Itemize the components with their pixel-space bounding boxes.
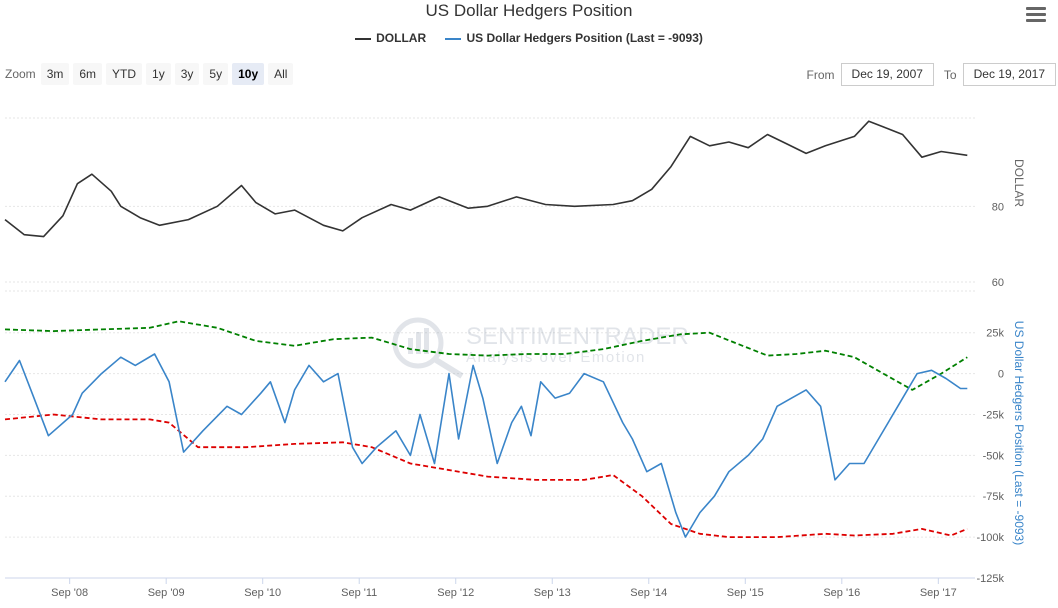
top-y-tick-label: 80 — [992, 201, 1004, 213]
x-tick-label: Sep '13 — [534, 587, 571, 599]
range-to-input[interactable]: Dec 19, 2017 — [962, 63, 1056, 86]
bottom-y-tick-label: 25k — [986, 328, 1004, 340]
lower-band-line — [4, 413, 968, 538]
zoom-selector: Zoom 3m 6m YTD 1y 3y 5y 10y All — [5, 63, 297, 85]
watermark-subtext: Analysis over Emotion — [466, 349, 646, 366]
axis-layer: 60 80 25k 0 -25k -50k -75k -100k -125k Sep '08 Sep… — [5, 159, 1026, 599]
x-tick-label: Sep '12 — [437, 587, 474, 599]
chart-title: US Dollar Hedgers Position — [425, 1, 633, 20]
dollar-series-line — [4, 120, 968, 238]
dollar-axis-title: DOLLAR — [1012, 159, 1026, 207]
legend-swatch-dollar — [355, 37, 372, 40]
legend-item-dollar[interactable]: DOLLAR — [355, 31, 426, 45]
zoom-button-1y[interactable]: 1y — [146, 63, 171, 85]
hedgers-axis-title: US Dollar Hedgers Position (Last = -9093… — [1012, 321, 1026, 545]
watermark-logo: SENTIMENTRADER Analysis over Emotion — [392, 317, 689, 379]
zoom-label: Zoom — [5, 67, 36, 81]
top-y-tick-label: 60 — [992, 277, 1004, 289]
range-from-input[interactable]: Dec 19, 2007 — [840, 63, 934, 86]
x-tick-label: Sep '09 — [148, 587, 185, 599]
x-tick-label: Sep '15 — [727, 587, 764, 599]
x-tick-label: Sep '16 — [823, 587, 860, 599]
zoom-button-all[interactable]: All — [268, 63, 294, 85]
watermark-handle — [434, 357, 464, 379]
hedgers-series-line — [4, 353, 968, 538]
zoom-button-3m[interactable]: 3m — [40, 63, 70, 85]
bottom-y-tick-label: -125k — [976, 573, 1004, 585]
x-tick-label: Sep '10 — [244, 587, 281, 599]
zoom-button-3y[interactable]: 3y — [174, 63, 200, 85]
zoom-button-5y[interactable]: 5y — [203, 63, 229, 85]
x-tick-label: Sep '14 — [630, 587, 667, 599]
bottom-y-tick-label: -50k — [983, 450, 1005, 462]
watermark-bar-2 — [416, 332, 421, 354]
legend-item-hedgers[interactable]: US Dollar Hedgers Position (Last = -9093… — [445, 31, 703, 45]
bottom-y-tick-label: -75k — [983, 491, 1005, 503]
zoom-button-10y[interactable]: 10y — [232, 63, 265, 85]
date-range: From Dec 19, 2007 To Dec 19, 2017 — [807, 63, 1058, 86]
range-from-label: From — [806, 67, 835, 82]
watermark-bar-3 — [424, 328, 429, 354]
upper-band-line — [4, 320, 968, 391]
bottom-y-tick-label: 0 — [998, 369, 1004, 381]
series-layer — [4, 120, 968, 538]
zoom-button-ytd[interactable]: YTD — [106, 63, 143, 85]
x-tick-label: Sep '17 — [920, 587, 957, 599]
watermark-text: SENTIMENTRADER — [466, 323, 689, 350]
legend-label-dollar: DOLLAR — [376, 31, 427, 45]
range-to-label: To — [943, 67, 957, 82]
bottom-y-tick-label: -100k — [976, 532, 1004, 544]
watermark-bar-1 — [408, 338, 413, 354]
legend-swatch-hedgers — [445, 37, 462, 40]
legend: DOLLAR US Dollar Hedgers Position (Last … — [0, 31, 1058, 45]
x-tick-label: Sep '11 — [341, 587, 377, 599]
legend-label-hedgers: US Dollar Hedgers Position (Last = -9093… — [466, 31, 703, 45]
watermark-logo-icon — [392, 317, 444, 369]
bottom-y-tick-label: -25k — [983, 409, 1005, 421]
x-tick-label: Sep '08 — [51, 587, 88, 599]
hamburger-menu-icon[interactable] — [1026, 4, 1046, 24]
zoom-button-6m[interactable]: 6m — [73, 63, 103, 85]
